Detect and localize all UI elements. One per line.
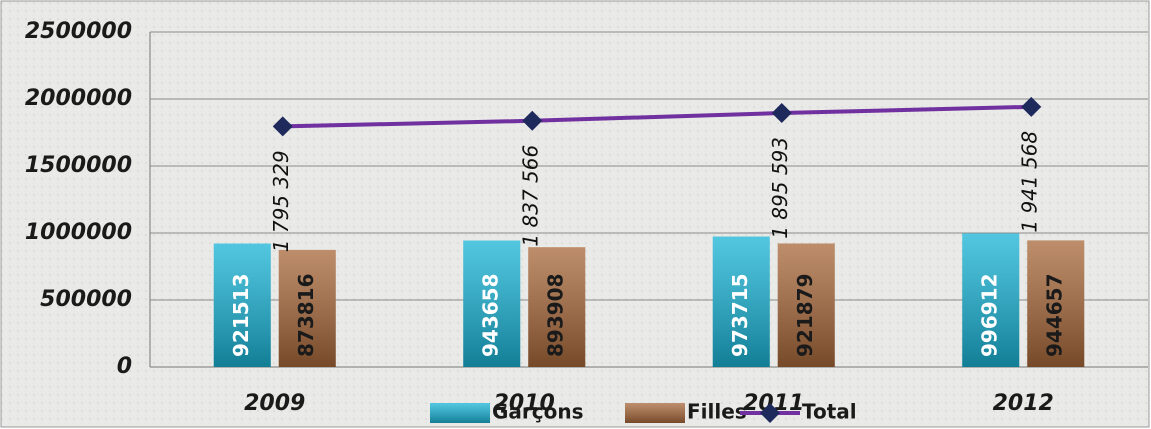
bar-shade xyxy=(213,243,271,367)
marker xyxy=(771,102,792,123)
legend-marker xyxy=(760,403,780,423)
y-tick-label: 2000000 xyxy=(25,86,132,111)
bar-value-label: 943658 xyxy=(478,274,502,358)
x-tick-label: 2009 xyxy=(244,391,305,416)
y-tick-label: 500000 xyxy=(40,287,132,312)
line-value-label: 1 941 568 xyxy=(1018,131,1042,233)
bar-shade xyxy=(278,249,336,367)
x-tick-label: 2012 xyxy=(993,391,1054,416)
line-value-label: 1 837 566 xyxy=(519,145,543,247)
marker xyxy=(1021,96,1042,117)
legend-label: Total xyxy=(802,400,857,424)
bar-shade xyxy=(463,240,521,367)
bar-shade xyxy=(777,243,835,367)
line-value-label: 1 795 329 xyxy=(269,150,293,252)
bar-value-label: 921879 xyxy=(793,274,817,358)
bar-value-label: 996912 xyxy=(977,274,1001,358)
bar-shade xyxy=(962,233,1020,367)
bar-shade xyxy=(712,236,770,367)
line-value-label: 1 895 593 xyxy=(768,137,792,239)
bar-value-label: 944657 xyxy=(1042,274,1066,358)
marker xyxy=(522,110,543,131)
bar-value-label: 873816 xyxy=(294,274,318,358)
y-tick-label: 1000000 xyxy=(25,220,132,245)
bar-value-label: 893908 xyxy=(543,274,567,358)
y-tick-label: 2500000 xyxy=(25,19,132,44)
x-tick-label: 2010 xyxy=(494,391,555,416)
legend-label: Filles xyxy=(687,400,747,424)
y-tick-label: 1500000 xyxy=(25,153,132,178)
bar-value-label: 973715 xyxy=(728,274,752,358)
bar-value-label: 921513 xyxy=(229,274,253,358)
bar-shade xyxy=(528,247,586,367)
marker xyxy=(272,116,293,137)
legend-label: Garçons xyxy=(492,400,584,424)
line xyxy=(282,104,1032,129)
y-tick-label: 0 xyxy=(117,354,132,379)
legend-swatch-shade xyxy=(430,403,490,423)
bar-shade xyxy=(1027,240,1085,367)
legend-swatch-shade xyxy=(625,403,685,423)
